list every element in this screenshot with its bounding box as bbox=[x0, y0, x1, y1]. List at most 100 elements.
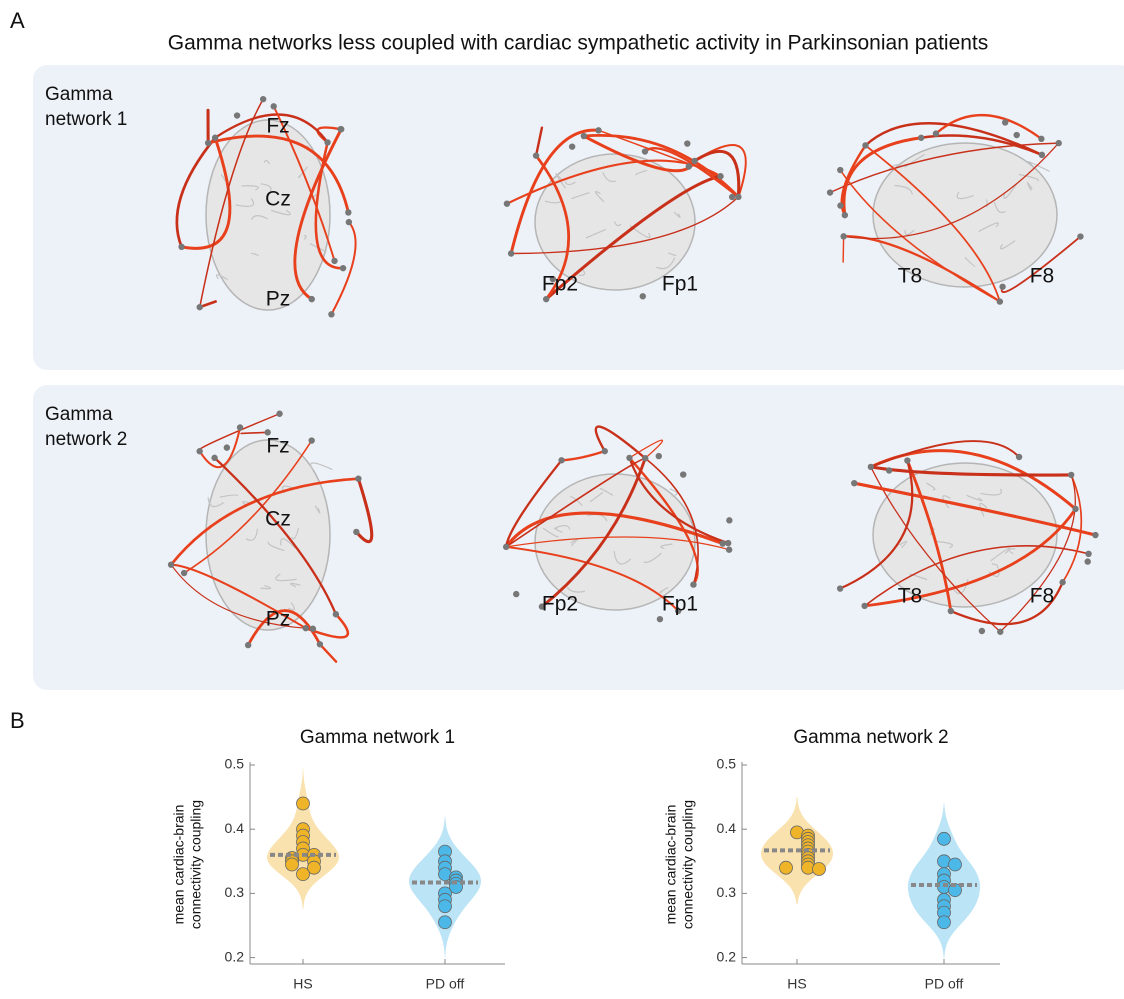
electrode bbox=[868, 464, 874, 470]
electrode bbox=[309, 296, 315, 302]
electrode-label: F8 bbox=[1030, 265, 1055, 288]
electrode-label: T8 bbox=[898, 585, 923, 608]
electrode bbox=[1039, 152, 1045, 158]
panel-label: A bbox=[10, 8, 25, 33]
electrode bbox=[840, 233, 846, 239]
network-label: network 2 bbox=[45, 429, 127, 450]
electrode bbox=[626, 455, 632, 461]
electrode bbox=[1085, 551, 1091, 557]
electrode bbox=[308, 437, 314, 443]
electrode bbox=[178, 244, 184, 250]
electrode bbox=[1059, 579, 1065, 585]
electrode bbox=[271, 103, 277, 109]
data-point bbox=[813, 862, 826, 875]
electrode bbox=[719, 540, 725, 546]
electrode bbox=[181, 570, 187, 576]
electrode bbox=[504, 200, 510, 206]
electrode bbox=[886, 467, 892, 473]
electrode-label: Fp1 bbox=[662, 593, 698, 616]
electrode bbox=[212, 135, 218, 141]
electrode bbox=[513, 591, 519, 597]
electrode bbox=[1092, 532, 1098, 538]
electrode bbox=[827, 189, 833, 195]
electrode bbox=[197, 304, 203, 310]
electrode bbox=[642, 455, 648, 461]
electrode bbox=[997, 298, 1003, 304]
electrode bbox=[997, 629, 1003, 635]
electrode bbox=[345, 209, 351, 215]
data-point bbox=[297, 868, 310, 881]
chart-title: Gamma network 2 bbox=[793, 727, 948, 748]
electrode bbox=[595, 127, 601, 133]
panel-title: Gamma networks less coupled with cardiac… bbox=[168, 32, 989, 55]
electrode bbox=[303, 625, 309, 631]
y-tick-label: 0.5 bbox=[225, 756, 245, 772]
electrode-label: Pz bbox=[266, 288, 291, 311]
y-axis-label: mean cardiac-brain bbox=[663, 805, 679, 925]
electrode bbox=[735, 194, 741, 200]
electrode bbox=[1077, 233, 1083, 239]
electrode-label: Fz bbox=[266, 115, 289, 138]
y-tick-label: 0.4 bbox=[225, 820, 245, 836]
electrode-label: F8 bbox=[1030, 585, 1055, 608]
electrode bbox=[657, 616, 663, 622]
electrode bbox=[680, 471, 686, 477]
electrode-label: T8 bbox=[898, 265, 923, 288]
y-tick-label: 0.3 bbox=[225, 884, 245, 900]
data-point bbox=[297, 797, 310, 810]
y-axis-label: connectivity coupling bbox=[680, 800, 696, 929]
electrode bbox=[569, 143, 575, 149]
electrode bbox=[837, 167, 843, 173]
electrode bbox=[842, 212, 848, 218]
data-point bbox=[938, 832, 951, 845]
y-axis-label: connectivity coupling bbox=[188, 800, 204, 929]
electrode bbox=[581, 133, 587, 139]
electrode bbox=[726, 547, 732, 553]
x-tick-label: PD off bbox=[426, 976, 465, 992]
electrode bbox=[642, 148, 648, 154]
electrode-label: Cz bbox=[265, 508, 291, 531]
y-tick-label: 0.2 bbox=[717, 948, 737, 964]
panel-label: B bbox=[10, 708, 25, 733]
electrode bbox=[508, 250, 514, 256]
electrode bbox=[1002, 119, 1008, 125]
brain bbox=[206, 120, 330, 310]
electrode bbox=[1072, 506, 1078, 512]
electrode bbox=[640, 293, 646, 299]
x-tick-label: HS bbox=[787, 976, 806, 992]
electrode bbox=[862, 142, 868, 148]
electrode bbox=[333, 611, 339, 617]
electrode bbox=[837, 202, 843, 208]
connection bbox=[241, 432, 267, 433]
electrode bbox=[918, 135, 924, 141]
electrode bbox=[205, 140, 211, 146]
electrode bbox=[245, 642, 251, 648]
electrode bbox=[317, 641, 323, 647]
electrode bbox=[543, 296, 549, 302]
network-label: network 1 bbox=[45, 109, 127, 130]
electrode bbox=[1055, 140, 1061, 146]
electrode bbox=[503, 544, 509, 550]
chart-title: Gamma network 1 bbox=[300, 727, 455, 748]
electrode bbox=[310, 626, 316, 632]
data-point bbox=[780, 861, 793, 874]
electrode bbox=[1068, 472, 1074, 478]
electrode bbox=[602, 448, 608, 454]
electrode-label: Fp2 bbox=[542, 593, 578, 616]
electrode-label: Fz bbox=[266, 435, 289, 458]
electrode bbox=[234, 112, 240, 118]
electrode bbox=[729, 194, 735, 200]
electrode bbox=[684, 140, 690, 146]
y-tick-label: 0.4 bbox=[717, 820, 737, 836]
electrode bbox=[851, 480, 857, 486]
electrode bbox=[861, 603, 867, 609]
electrode bbox=[328, 311, 334, 317]
electrode bbox=[260, 96, 266, 102]
electrode bbox=[558, 457, 564, 463]
electrode bbox=[1016, 454, 1022, 460]
electrode bbox=[1084, 558, 1090, 564]
electrode bbox=[340, 265, 346, 271]
electrode bbox=[1038, 136, 1044, 142]
y-axis-label: mean cardiac-brain bbox=[171, 805, 187, 925]
brain bbox=[535, 474, 695, 610]
